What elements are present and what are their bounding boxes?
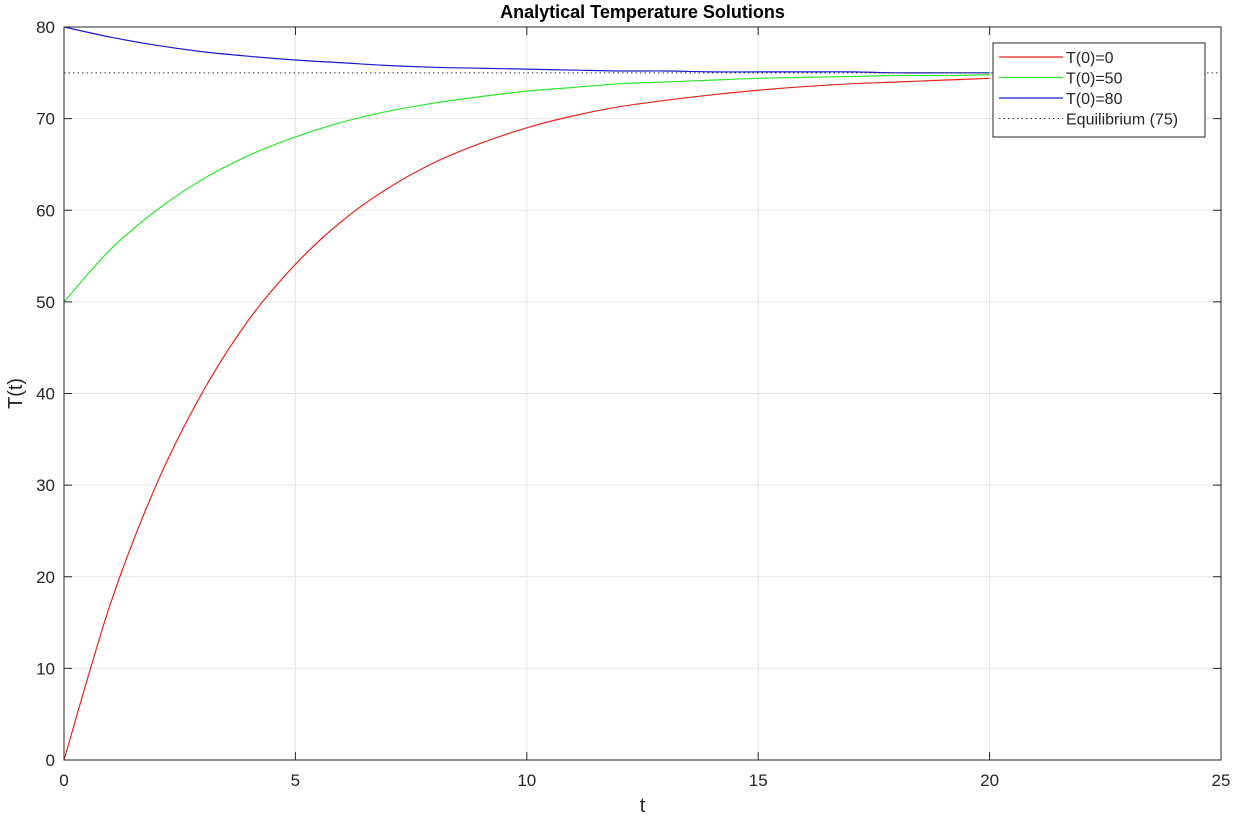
ticks: 0 5 10 15 20 25 0 10 20 30 40 50 60 70 80 bbox=[36, 18, 1230, 790]
series-line-2 bbox=[63, 74, 990, 303]
legend-box bbox=[992, 42, 1206, 138]
x-tick-label: 25 bbox=[1212, 771, 1231, 790]
x-tick-label: 10 bbox=[517, 771, 536, 790]
y-tick-label: 50 bbox=[36, 293, 55, 312]
y-tick-label: 70 bbox=[36, 110, 55, 129]
y-tick-label: 80 bbox=[36, 18, 55, 37]
legend: T(0)=0 T(0)=50 T(0)=80 Equilibrium (75) bbox=[992, 42, 1206, 138]
x-tick-label: 20 bbox=[980, 771, 999, 790]
legend-label: Equilibrium (75) bbox=[1066, 112, 1178, 129]
x-tick-label: 5 bbox=[291, 771, 300, 790]
legend-label: T(0)=0 bbox=[1066, 50, 1114, 67]
y-axis-label: T(t) bbox=[5, 378, 27, 409]
legend-label: T(0)=80 bbox=[1066, 91, 1123, 108]
y-tick-label: 10 bbox=[36, 659, 55, 678]
legend-label: T(0)=50 bbox=[1066, 71, 1123, 88]
y-tick-label: 60 bbox=[36, 201, 55, 220]
y-tick-label: 0 bbox=[46, 751, 55, 770]
x-tick-label: 0 bbox=[59, 771, 68, 790]
series-line-3 bbox=[63, 26, 990, 74]
x-axis-label: t bbox=[640, 795, 646, 817]
y-tick-label: 30 bbox=[36, 476, 55, 495]
y-tick-label: 40 bbox=[36, 385, 55, 404]
y-tick-label: 20 bbox=[36, 568, 55, 587]
chart-title: Analytical Temperature Solutions bbox=[500, 2, 785, 22]
x-tick-label: 15 bbox=[749, 771, 768, 790]
series-line-1 bbox=[63, 77, 990, 761]
